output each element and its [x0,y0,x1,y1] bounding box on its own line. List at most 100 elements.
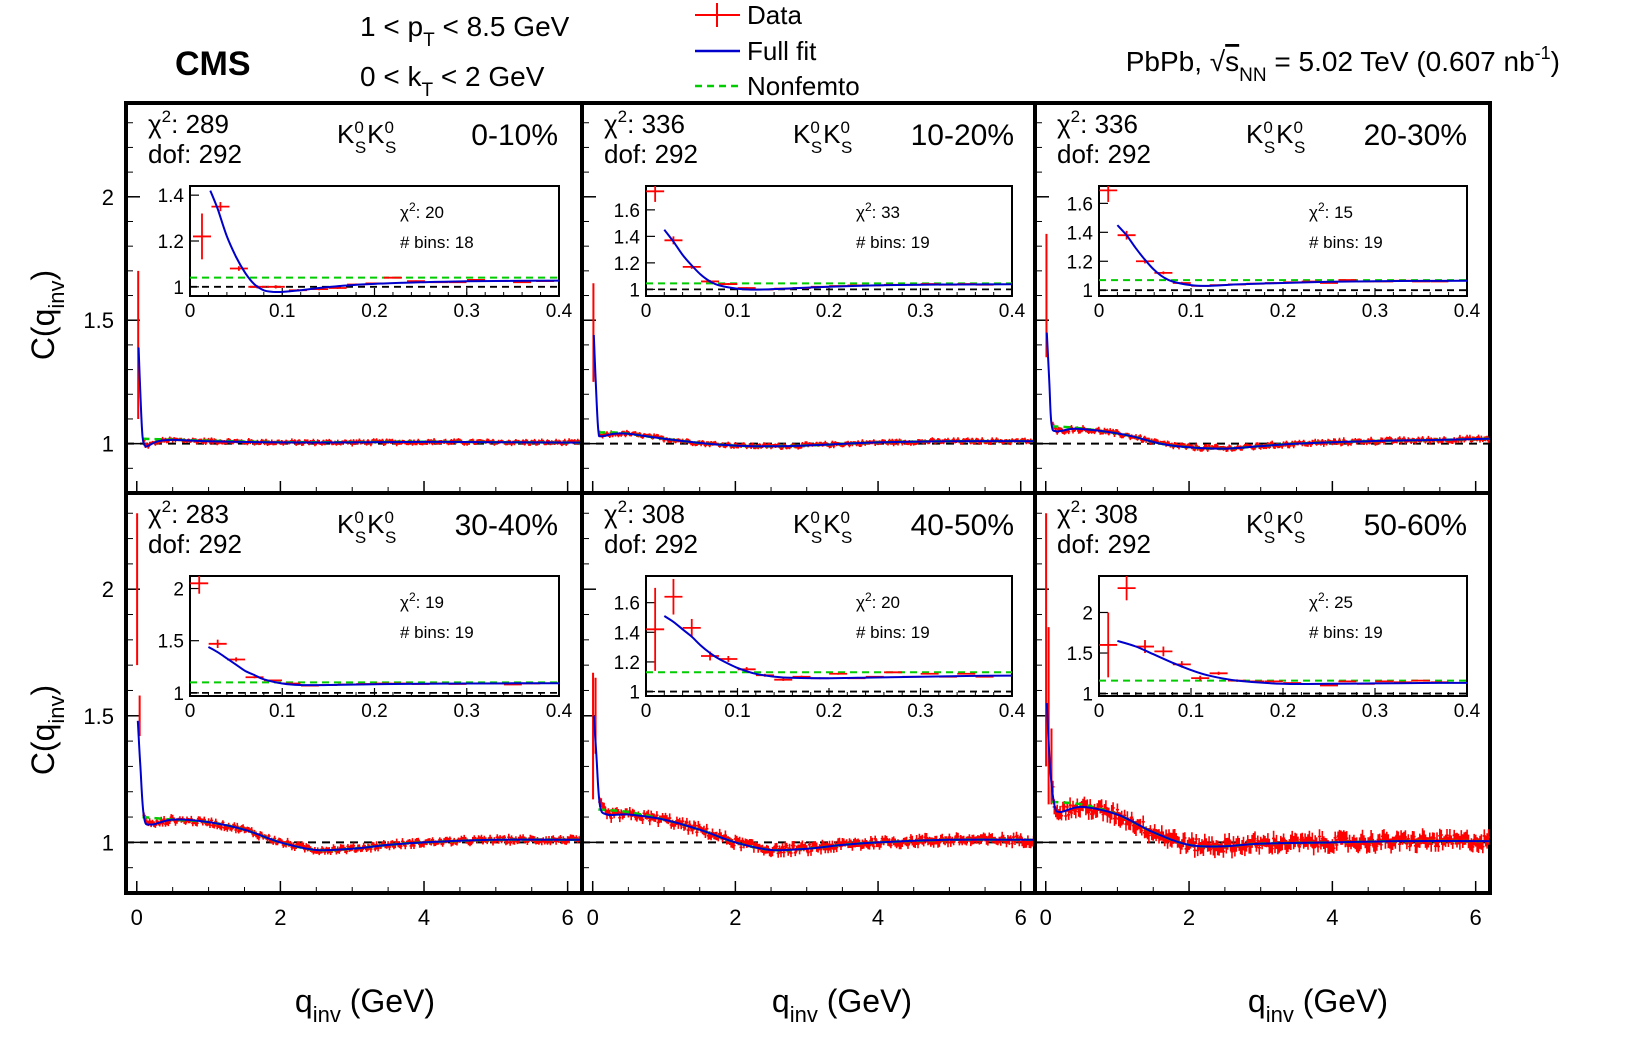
main-data-points [1051,421,1490,452]
inset-bins-label: # bins: 19 [856,623,930,642]
inset-x-tick-label: 0 [1094,701,1105,722]
panel-chi2-label: χ2: 308 [1057,497,1138,529]
inset-chi2-label: χ2: 25 [1309,590,1353,612]
inset-fit-curve [207,646,559,687]
inset-y-tick-label: 1 [629,280,640,301]
inset-x-tick-label: 0 [185,301,196,322]
main-plot-area [126,270,582,449]
sqrt-sign: √ [1210,46,1226,77]
x-tick-label: 2 [1183,905,1195,930]
inset-bins-label: # bins: 19 [400,623,474,642]
inset-bins-label: # bins: 18 [400,233,474,252]
inset-y-tick-label: 1.5 [1067,644,1093,665]
inset-y-tick-label: 1.4 [614,623,641,644]
y-tick-label: 1.5 [83,704,114,729]
inset-chi2-label: χ2: 15 [1309,200,1353,222]
panel-dof-label: dof: 292 [148,139,242,169]
inset-data-point [1117,576,1136,601]
panel-centrality-label: 30-40% [455,509,558,542]
x-tick-label: 4 [1326,905,1338,930]
inset-plot-area [646,578,1012,693]
x-tick-label: 6 [1015,905,1027,930]
panel-particle-label: K0 SK0 S [337,118,396,157]
inset-data-point [774,678,793,681]
inset-data-point [646,587,665,671]
inset-y-tick-label: 1.4 [614,227,641,248]
inset-x-tick-label: 0 [641,301,652,322]
main-plot-area [582,672,1035,858]
panel-chi2-label: χ2: 336 [604,107,685,139]
legend-nonfemto-label: Nonfemto [747,71,860,101]
inset-plot-area [190,190,559,294]
inset-x-tick-label: 0.1 [269,701,295,722]
panel-dof-label: dof: 292 [148,529,242,559]
inset-plot-area [646,186,1012,291]
inset-data-point [229,266,248,271]
inset-plot: 0 0.1 0.2 0.3 0.4 1 1.2 1.4 1.6 χ2: 20 # bins: 19 [614,575,1026,722]
inset-data-point [1375,680,1394,683]
inset-frame [189,185,560,297]
panel-chi2-label: χ2: 289 [148,107,229,139]
panel-dof-label: dof: 292 [604,529,698,559]
inset-data-point [208,639,227,648]
inset-x-tick-label: 0.4 [999,701,1026,722]
inset-x-tick-label: 0.1 [1178,701,1204,722]
inset-frame [1098,185,1468,297]
inset-data-point [1338,279,1357,281]
inset-plot: 0 0.1 0.2 0.3 0.4 1 1.5 2 χ2: 19 # bins: 19 [158,575,573,722]
inset-data-point [884,671,903,674]
pt-cut-label: 1 < pT < 8.5 GeV [360,11,570,51]
legend: Data Full fit Nonfemto [695,0,860,101]
inset-fit-curve [663,615,1012,680]
legend-fit-label: Full fit [747,36,817,66]
inset-data-point [1154,646,1173,657]
panel-centrality-label: 10-20% [911,119,1014,152]
inset-data-point [646,186,665,202]
y-tick-label: 2 [102,577,114,602]
inset-data-point [192,213,211,260]
inset-y-tick-label: 1.6 [614,594,640,615]
inset-y-tick-label: 1.2 [614,254,640,275]
inset-y-tick-label: 1.5 [158,632,184,653]
inset-plot: 0 0.1 0.2 0.3 0.4 1 1.2 1.4 1.6 χ2: 15 # bins: 19 [1067,185,1481,322]
main-plot-area [1035,513,1490,859]
inset-data-point [1320,684,1338,687]
inset-x-tick-label: 0.2 [361,701,387,722]
inset-x-tick-label: 0.1 [724,301,750,322]
main-fit-curve [137,347,582,448]
inset-y-tick-label: 1.2 [158,232,184,253]
panel-dof-label: dof: 292 [1057,529,1151,559]
y-tick-label: 1 [102,432,114,457]
system-energy-label: PbPb, √sNN = 5.02 TeV (0.607 nb-1) [1126,43,1560,86]
inset-y-tick-label: 1.4 [158,186,185,207]
x-tick-label: 6 [1470,905,1482,930]
inset-x-tick-label: 0.4 [1454,301,1481,322]
inset-data-point [328,287,347,289]
inset-x-tick-label: 0.2 [1270,301,1296,322]
inset-y-tick-label: 1 [629,683,640,704]
legend-data-label: Data [747,0,802,30]
inset-x-tick-label: 0 [641,701,652,722]
y-tick-label: 1 [102,830,114,855]
inset-data-point [920,672,939,675]
experiment-label: CMS [175,45,251,83]
main-data-points [1051,780,1490,859]
inset-frame [645,185,1013,297]
inset-x-tick-label: 0.4 [1454,701,1481,722]
main-data-errorbars [1051,780,1490,859]
inset-x-tick-label: 0 [185,701,196,722]
main-fit-curve [1045,703,1490,848]
inset-data-point [829,672,848,675]
inset-x-tick-label: 0.4 [546,301,573,322]
panel-chi2-label: χ2: 336 [1057,107,1138,139]
inset-fit-curve [209,190,559,294]
y-tick-label: 1.5 [83,308,114,333]
inset-x-tick-label: 0.3 [1362,301,1388,322]
panel-particle-label: K0 SK0 S [793,118,852,157]
inset-chi2-label: χ2: 20 [856,590,900,612]
inset-frame [189,575,560,697]
